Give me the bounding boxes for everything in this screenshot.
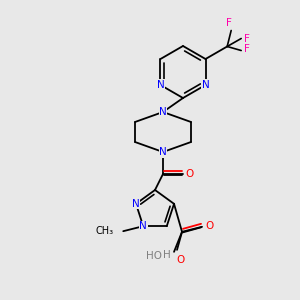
Text: HO: HO [146, 251, 162, 261]
Text: N: N [159, 147, 167, 157]
Text: O: O [176, 255, 184, 265]
Text: F: F [244, 44, 250, 53]
Text: O: O [186, 169, 194, 179]
Text: N: N [132, 199, 140, 209]
Text: H: H [163, 250, 171, 260]
Text: N: N [159, 107, 167, 117]
Text: F: F [226, 17, 232, 28]
Text: O: O [205, 221, 213, 231]
Text: N: N [202, 80, 209, 90]
Text: F: F [244, 34, 250, 44]
Text: N: N [157, 80, 164, 90]
Text: CH₃: CH₃ [95, 226, 113, 236]
Text: N: N [140, 221, 147, 231]
